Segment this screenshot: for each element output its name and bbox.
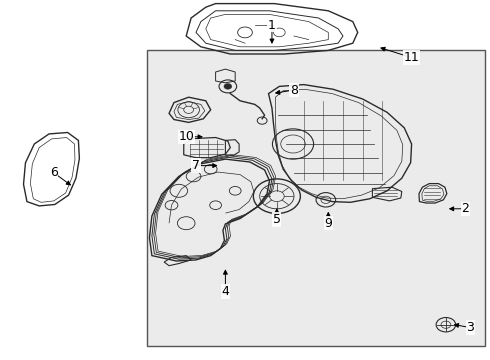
Text: 11: 11 [404, 51, 419, 64]
Circle shape [224, 84, 232, 89]
Text: 6: 6 [50, 166, 58, 179]
Text: 1: 1 [268, 19, 276, 32]
FancyBboxPatch shape [147, 50, 485, 346]
Text: 7: 7 [192, 159, 200, 172]
Text: 8: 8 [290, 84, 298, 96]
Text: 2: 2 [462, 202, 469, 215]
Text: 5: 5 [273, 213, 281, 226]
Text: 9: 9 [324, 217, 332, 230]
Text: 4: 4 [221, 285, 229, 298]
Text: 10: 10 [178, 130, 194, 143]
Text: 3: 3 [466, 321, 474, 334]
